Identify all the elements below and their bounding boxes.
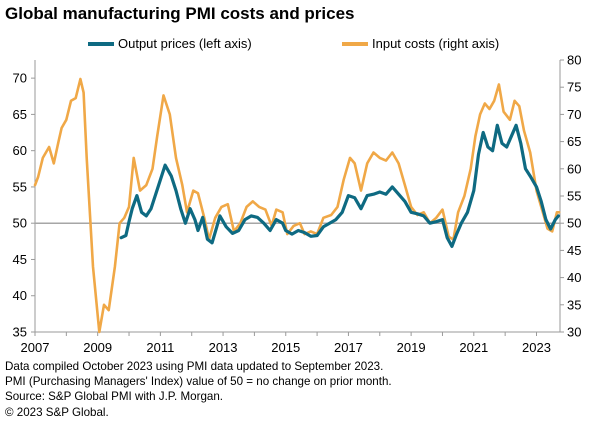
footnote-line: Source: S&P Global PMI with J.P. Morgan. [5,390,224,404]
series-group [33,77,561,334]
x-axis-tick-label: 2021 [459,340,488,355]
left-axis-tick-label: 60 [13,143,27,158]
left-axis-tick-label: 35 [13,325,27,340]
legend-label-output: Output prices (left axis) [118,36,252,51]
legend-label-input: Input costs (right axis) [372,36,500,51]
legend-swatch-output [88,41,114,46]
tick-labels: 35 40 45 50 55 60 65 70 30 35 40 45 50 55 60 65 70 75 80 20… [13,53,582,356]
right-axis-tick-label: 60 [567,161,581,176]
left-axis-tick-label: 55 [13,179,27,194]
chart-axes [31,59,564,336]
right-axis-tick-label: 65 [567,134,581,149]
right-axis-tick-label: 35 [567,297,581,312]
x-axis-tick-label: 2023 [522,340,551,355]
right-axis-tick-label: 45 [567,243,581,258]
right-axis-tick-label: 70 [567,107,581,122]
footnote-line: PMI (Purchasing Managers' Index) value o… [5,375,392,389]
x-axis-tick-label: 2017 [334,340,363,355]
right-axis-tick-label: 75 [567,80,581,95]
right-axis-tick-label: 30 [567,325,581,340]
footnotes: Data compiled October 2023 using PMI dat… [5,359,392,420]
x-axis-tick-label: 2011 [146,340,174,355]
x-axis-tick-label: 2013 [209,340,238,355]
left-axis-tick-label: 45 [13,252,27,267]
x-axis-tick-label: 2015 [271,340,300,355]
left-axis-tick-label: 40 [13,288,27,303]
right-axis-tick-label: 55 [567,189,581,204]
x-axis-tick-label: 2019 [397,340,426,355]
chart-title: Global manufacturing PMI costs and price… [5,4,355,23]
footnote-line: Data compiled October 2023 using PMI dat… [5,360,384,373]
right-axis-tick-label: 80 [567,53,581,68]
output-prices-line [119,123,560,248]
right-axis-tick-label: 50 [567,216,581,231]
x-axis-tick-label: 2009 [83,340,112,355]
right-axis-tick-label: 40 [567,270,581,285]
left-axis-tick-label: 50 [13,216,27,231]
left-axis-tick-label: 70 [13,71,27,86]
input-costs-line [33,77,561,334]
x-axis-tick-label: 2007 [21,340,50,355]
legend-item-output: Output prices (left axis) [88,36,252,51]
left-axis-tick-label: 65 [13,107,27,122]
legend-item-input: Input costs (right axis) [342,36,499,51]
footnote-line: © 2023 S&P Global. [5,405,109,419]
legend-swatch-input [342,41,368,46]
chart-legend: Output prices (left axis) Input costs (r… [0,36,599,52]
